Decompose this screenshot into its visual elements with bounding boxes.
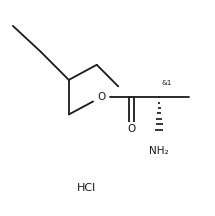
Text: O: O [127, 124, 135, 133]
Text: &1: &1 [161, 80, 172, 86]
Text: NH₂: NH₂ [149, 146, 169, 156]
Text: O: O [97, 92, 105, 102]
Text: HCl: HCl [76, 183, 96, 193]
